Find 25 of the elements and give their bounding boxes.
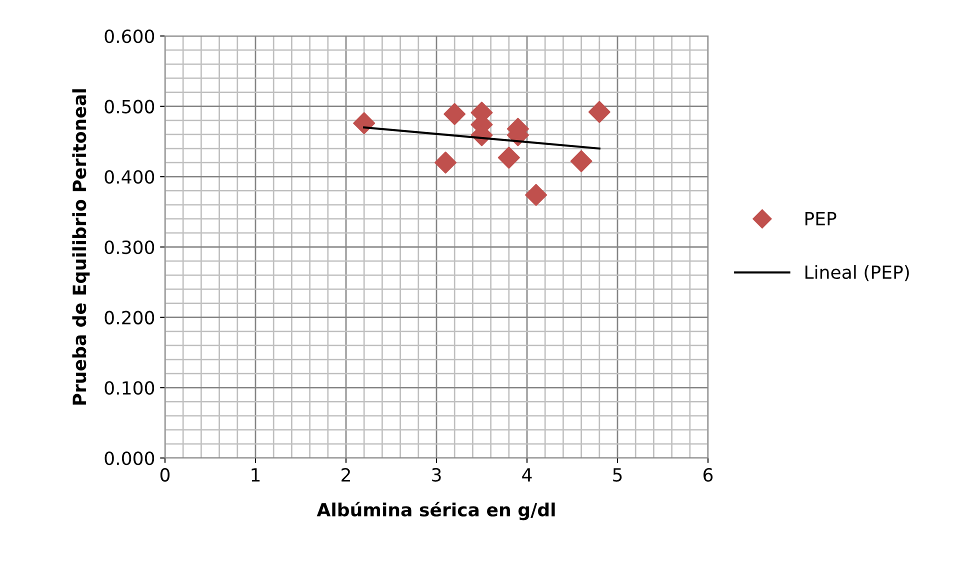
point xyxy=(353,112,376,134)
x-tick-label: 6 xyxy=(704,468,713,482)
point xyxy=(588,100,610,123)
y-tick-label: 0.300 xyxy=(104,240,154,254)
x-tick-label: 1 xyxy=(252,468,260,482)
legend-label: PEP xyxy=(805,212,836,226)
point xyxy=(434,152,457,174)
point xyxy=(498,146,520,169)
y-tick-label: 0.400 xyxy=(104,170,154,184)
y-tick-label: 0.500 xyxy=(104,100,154,114)
point xyxy=(525,184,548,206)
point xyxy=(570,150,592,172)
legend-label: Lineal (PEP) xyxy=(805,265,909,282)
y-tick-label: 0.600 xyxy=(104,29,154,44)
x-tick-label: 5 xyxy=(613,468,622,482)
x-tick-label: 3 xyxy=(432,468,441,482)
y-tick-label: 0.100 xyxy=(104,381,154,395)
y-tick-label: 0.200 xyxy=(104,310,154,324)
x-tick-label: 4 xyxy=(522,468,532,482)
x-tick-label: 2 xyxy=(342,468,350,482)
y-tick-label: 0.000 xyxy=(104,451,154,466)
y-axis-title: Prueba de Equilibrio Peritoneal xyxy=(72,89,90,405)
x-tick-label: 0 xyxy=(160,468,170,482)
point xyxy=(444,103,466,126)
x-axis-title: Albúmina sérica en g/dl xyxy=(316,502,555,520)
